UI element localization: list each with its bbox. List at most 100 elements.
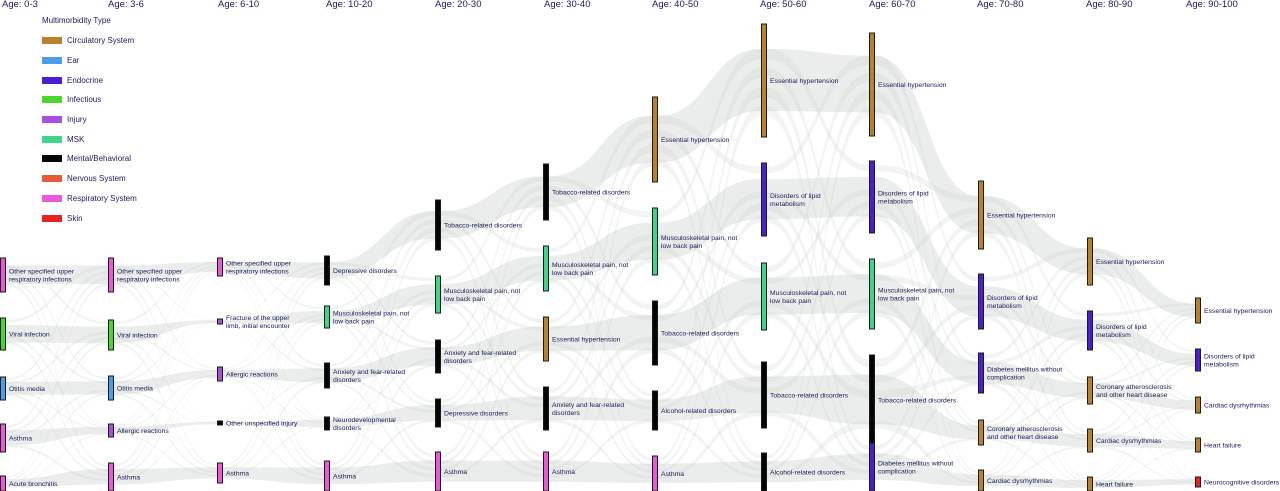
flow-link [658, 347, 761, 472]
node-bar-asthma [217, 462, 223, 484]
flow-link [875, 201, 978, 428]
flow-link [6, 469, 108, 488]
node-label-line: Other specified upper [117, 268, 183, 275]
flow-link [984, 195, 1087, 275]
flow-link [441, 211, 543, 253]
legend-item-respiratory-system: Respiratory System [42, 189, 202, 209]
node-label: Heart failure [1204, 442, 1241, 449]
flow-link [875, 382, 978, 467]
node-label-line: Disorders of lipid [1096, 324, 1147, 331]
flow-link [330, 426, 435, 478]
node-bar-anxiety-and-fear-related-disorders [435, 339, 441, 374]
flow-link [223, 277, 324, 466]
node-label-line: and other heart disease [1096, 392, 1168, 399]
flow-link [6, 341, 108, 472]
flow-links [6, 48, 1195, 488]
flow-link [984, 286, 1087, 342]
node-bar-essential-hypertension [543, 316, 549, 362]
flow-link [6, 265, 108, 323]
flow-link [767, 176, 869, 220]
flow-link [330, 211, 435, 310]
node-label: Essential hypertension [987, 212, 1056, 219]
node-bar-asthma [108, 462, 114, 491]
node-bar-tobacco-related-disorders [869, 354, 875, 446]
flow-link [984, 272, 1087, 473]
legend-label: Circulatory System [67, 36, 135, 46]
node-label-line: Musculoskeletal pain, not [444, 288, 520, 295]
node-label-line: Fracture of the upper [226, 315, 290, 322]
node-label: Alcohol-related disorders [770, 469, 846, 476]
flow-link [441, 271, 543, 408]
node-bar-other-unspecified-injury [217, 420, 223, 426]
flow-link [330, 419, 435, 481]
flow-link [549, 418, 652, 479]
node-bar-fracture-of-the-upper-limb-initial-encounter [217, 318, 223, 325]
age-header: Age: 80-90 [1086, 0, 1132, 10]
node-label-line: Anxiety and fear-related [552, 402, 624, 409]
node-label-line: Coronary atherosclerosis [1096, 384, 1172, 391]
node-label: Allergic reactions [226, 371, 278, 378]
flow-link [549, 263, 652, 321]
flow-link [6, 433, 108, 486]
node-label: Essential hypertension [661, 137, 730, 144]
node-bar-essential-hypertension [1195, 297, 1201, 324]
node-label-line: Coronary atherosclerosis [987, 426, 1063, 433]
flow-link [767, 311, 869, 467]
flow-link [223, 272, 324, 422]
node-label-line: Allergic reactions [117, 428, 169, 435]
node-label: Other specified upper respiratory infecti… [226, 260, 292, 275]
flow-link [658, 87, 761, 397]
node-bar-asthma [0, 423, 6, 453]
node-label-line: Allergic reactions [226, 371, 278, 378]
flow-link [6, 393, 108, 484]
flow-link [658, 245, 761, 383]
flow-link [223, 374, 324, 424]
flow-link [330, 262, 435, 282]
node-bar-musculoskeletal-pain-not-low-back-pain [543, 245, 549, 292]
node-label: Otitis media [117, 385, 153, 392]
legend-item-endocrine: Endocrine [42, 70, 202, 90]
age-header: Age: 40-50 [652, 0, 698, 10]
node-label-line: Diabetes mellitus without [878, 460, 953, 467]
flow-link [767, 213, 869, 465]
node-label-line: Anxiety and fear-related [444, 350, 516, 357]
flow-link [984, 326, 1087, 366]
flow-link [1093, 479, 1195, 488]
flow-link [6, 271, 108, 380]
flow-link [984, 304, 1087, 437]
node-label: Anxiety and fear-related disorders [552, 402, 624, 417]
node-label-line: Other unspecified injury [226, 420, 298, 427]
flow-link [1093, 448, 1195, 487]
flow-link [549, 256, 652, 465]
flow-link [658, 159, 761, 459]
node-bar-allergic-reactions [108, 423, 114, 438]
node-label-line: metabolism [987, 303, 1022, 310]
flow-link [549, 341, 652, 410]
node-label: Cardiac dysrhythmias [1204, 402, 1270, 409]
flow-link [875, 213, 978, 477]
node-bar-viral-infection [108, 319, 114, 351]
flow-link [223, 426, 324, 476]
node-bar-viral-infection [0, 317, 6, 351]
legend-label: Ear [67, 56, 80, 66]
flow-link [1093, 256, 1195, 400]
node-bar-cardiac-dysrhythmias [978, 469, 984, 491]
node-label-line: metabolism [770, 201, 805, 208]
node-label-line: Disorders of lipid [1204, 353, 1255, 360]
flow-link [875, 189, 978, 366]
flow-link [441, 419, 543, 478]
flow-link [875, 219, 978, 368]
node-bar-cardiac-dysrhythmias [1195, 396, 1201, 414]
flow-link [114, 433, 217, 476]
flow-link [1093, 272, 1195, 479]
flow-link [549, 115, 652, 208]
node-label: Musculoskeletal pain, not low back pain [661, 235, 737, 250]
flow-link [223, 310, 324, 323]
node-label: Essential hypertension [770, 78, 839, 85]
flow-link [767, 274, 869, 315]
flow-link [6, 381, 108, 395]
flow-link [6, 389, 108, 438]
flow-link [441, 326, 543, 366]
flow-link [549, 195, 652, 397]
